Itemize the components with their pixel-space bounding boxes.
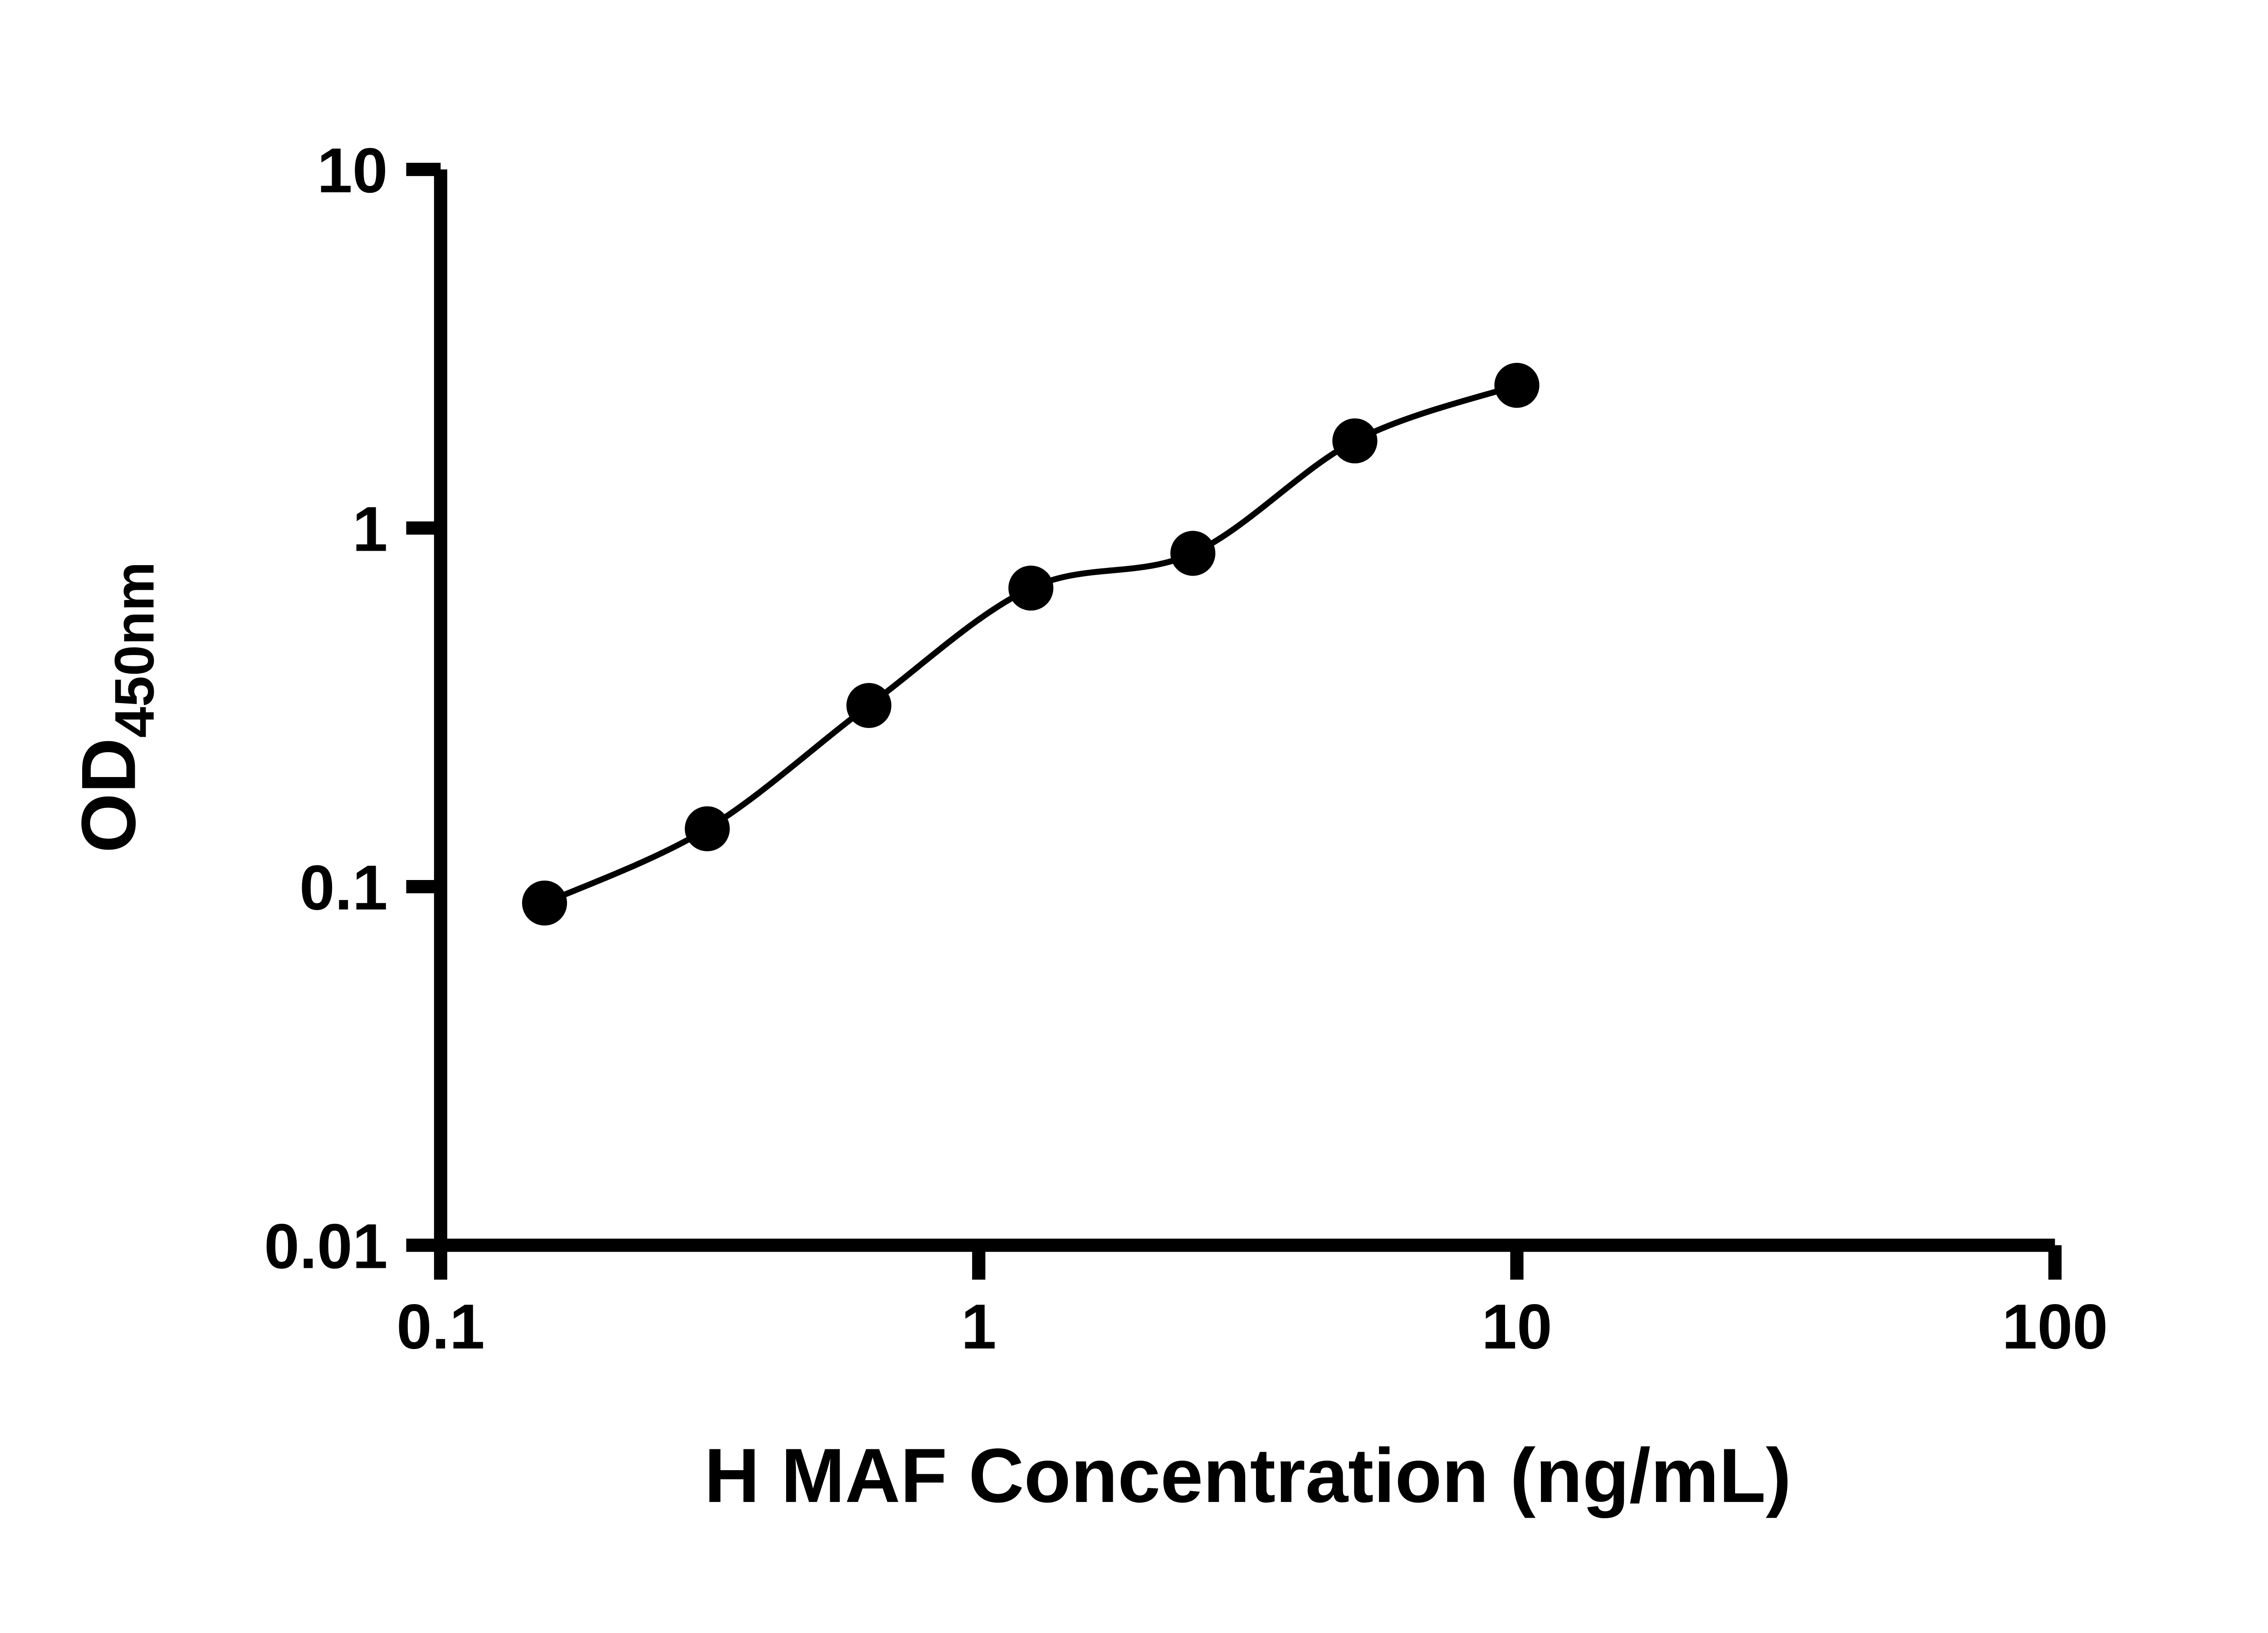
y-tick-label: 0.01 [264, 1211, 388, 1282]
y-tick-label: 10 [317, 135, 388, 206]
y-axis-title-subscript: 450nm [103, 562, 165, 738]
x-axis-title: H MAF Concentration (ng/mL) [704, 1433, 1792, 1518]
y-axis-title: OD450nm [66, 562, 166, 853]
chart-background [0, 22, 2268, 1611]
y-tick-label: 0.1 [299, 852, 388, 923]
data-point [846, 683, 892, 728]
data-point [1332, 418, 1378, 464]
x-tick-label: 100 [2002, 1291, 2108, 1362]
data-point [1008, 565, 1054, 611]
data-point [684, 806, 730, 851]
data-point [1170, 531, 1216, 576]
x-tick-label: 0.1 [396, 1291, 485, 1362]
data-point [522, 880, 567, 926]
x-tick-label: 1 [961, 1291, 997, 1362]
x-tick-label: 10 [1481, 1291, 1552, 1362]
data-point [1494, 362, 1540, 408]
y-tick-label: 1 [352, 493, 388, 564]
